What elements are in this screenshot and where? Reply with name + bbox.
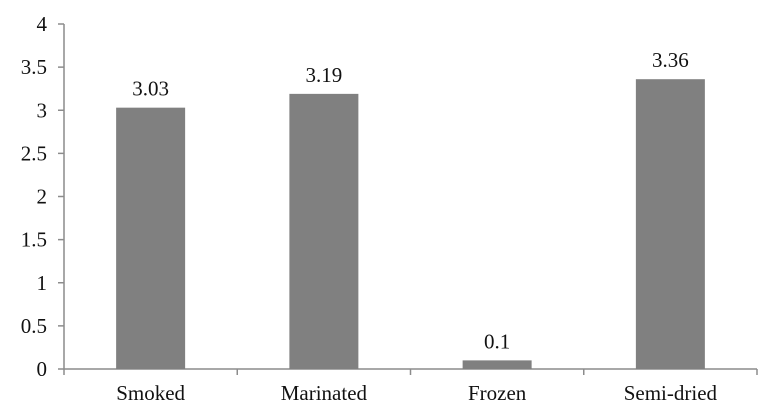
bar-value-label: 3.36	[652, 48, 689, 72]
x-category-label: Smoked	[116, 381, 185, 405]
y-tick-label: 3.5	[21, 55, 47, 79]
y-tick-label: 2.5	[21, 141, 47, 165]
x-axis-labels: Smoked Marinated Frozen Semi-dried	[116, 381, 717, 405]
bar-value-label: 3.19	[306, 63, 343, 87]
bar-value-label: 3.03	[132, 77, 169, 101]
bar-smoked	[116, 107, 186, 369]
y-tick-label: 2	[37, 185, 48, 209]
bar-marinated	[289, 93, 359, 370]
y-axis-ticks: 0 0.5 1 1.5 2 2.5 3 3.5 4	[21, 12, 758, 381]
y-tick-label: 1	[37, 271, 48, 295]
data-labels: 3.03 3.19 0.1 3.36	[132, 48, 689, 353]
bar-value-label: 0.1	[484, 329, 510, 353]
x-category-label: Frozen	[468, 381, 527, 405]
x-category-label: Semi-dried	[624, 381, 718, 405]
y-tick-label: 4	[37, 12, 48, 36]
y-tick-label: 3	[37, 98, 48, 122]
y-tick-label: 1.5	[21, 228, 47, 252]
bars	[116, 79, 705, 370]
y-tick-label: 0	[37, 357, 48, 381]
x-category-label: Marinated	[281, 381, 368, 405]
bar-semi-dried	[635, 79, 705, 369]
bar-frozen	[462, 360, 532, 369]
y-tick-label: 0.5	[21, 314, 47, 338]
